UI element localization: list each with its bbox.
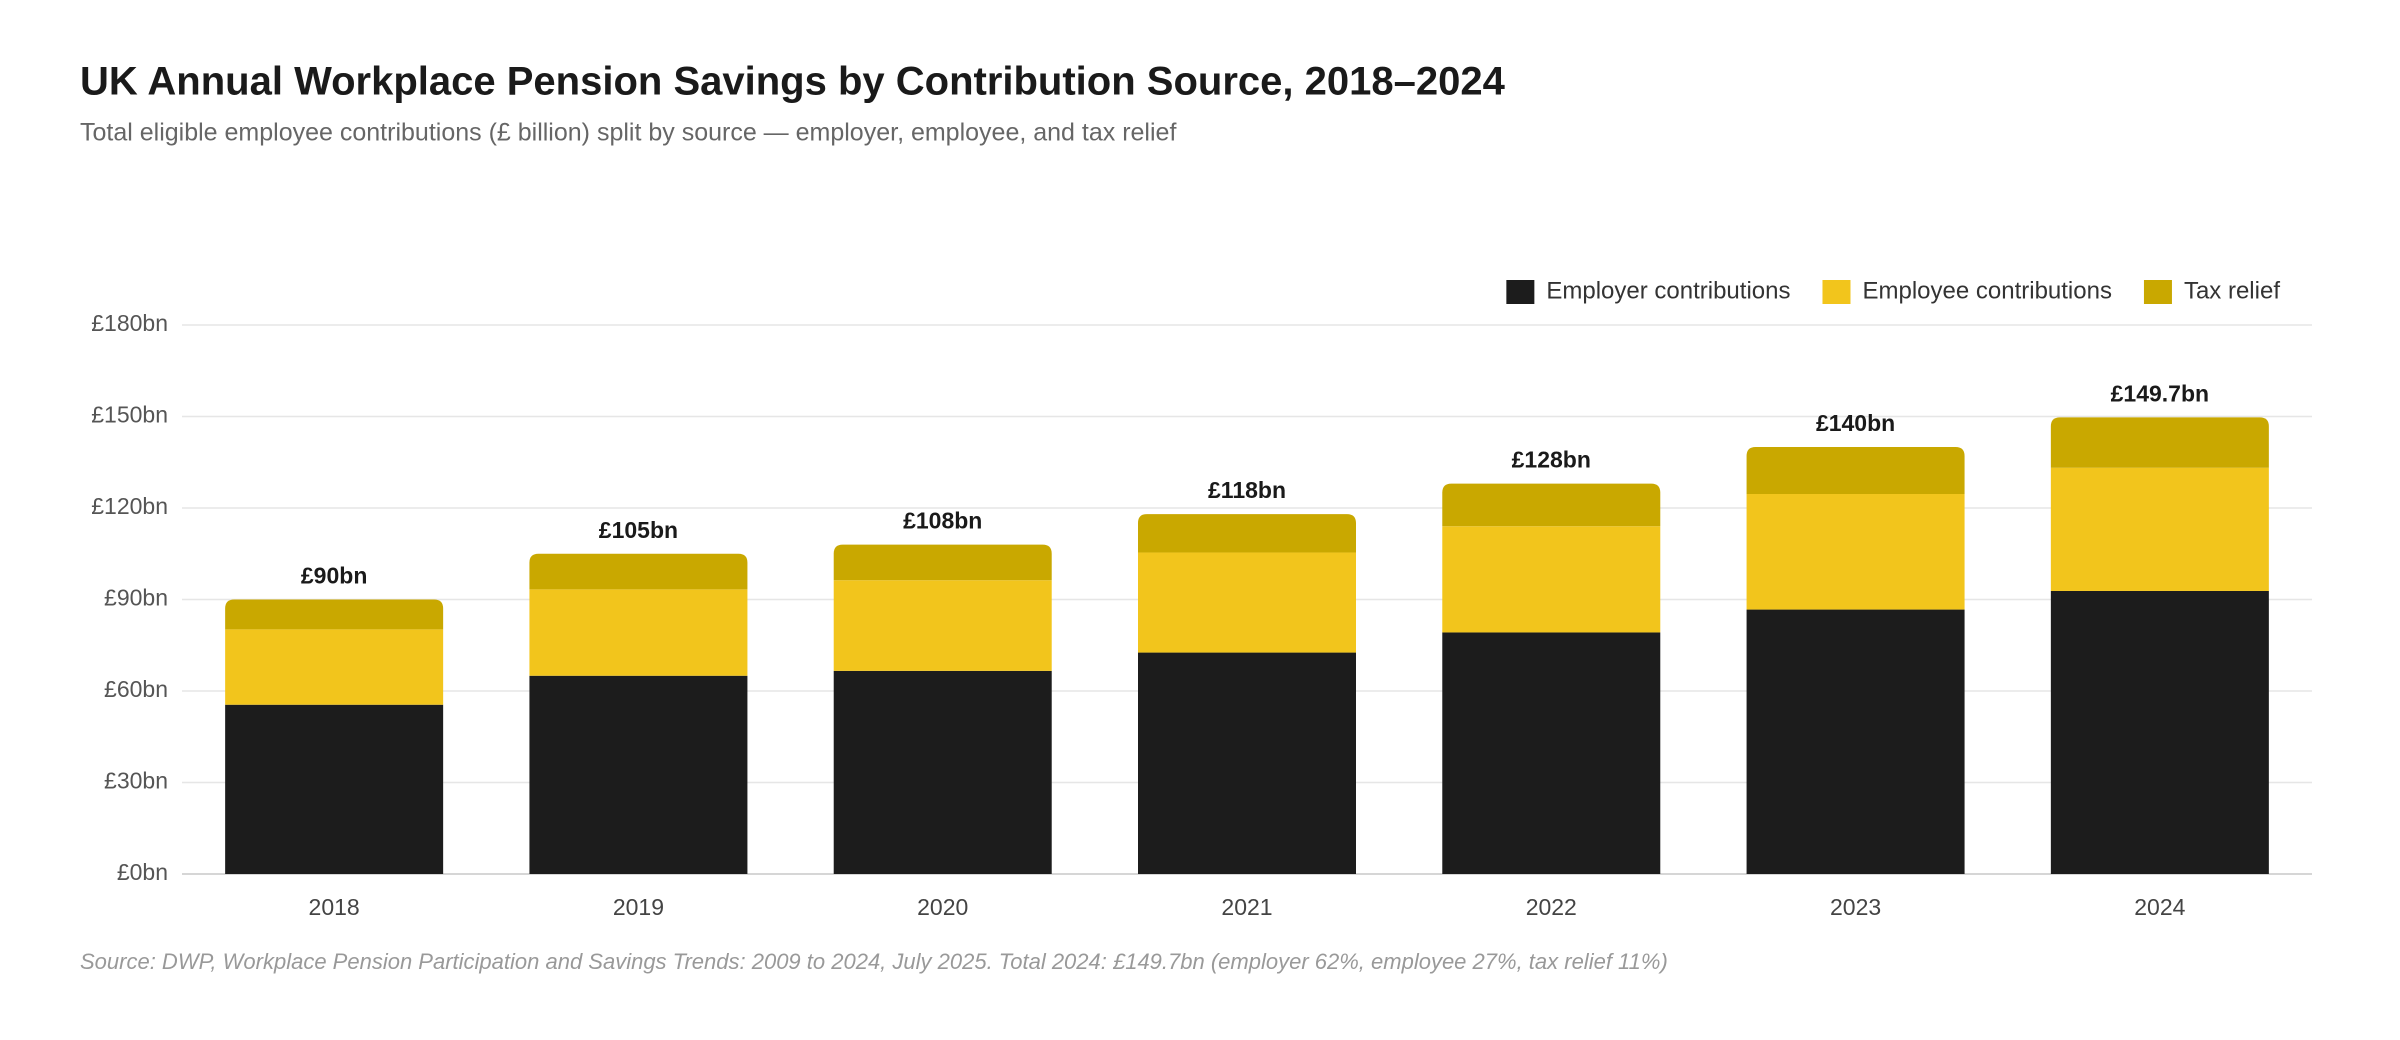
chart-subtitle: Total eligible employee contributions (£… bbox=[80, 119, 1176, 147]
y-tick-label: £120bn bbox=[91, 493, 168, 519]
source-note: Source: DWP, Workplace Pension Participa… bbox=[80, 949, 1668, 974]
bar-segment bbox=[529, 589, 748, 676]
total-label: £149.7bn bbox=[2111, 380, 2209, 406]
bar-segment bbox=[1746, 493, 1965, 610]
x-tick-label: 2020 bbox=[917, 894, 968, 920]
bar-segment bbox=[2050, 467, 2269, 591]
x-tick-label: 2019 bbox=[613, 894, 664, 920]
bar-segment bbox=[225, 599, 444, 630]
y-tick-label: £60bn bbox=[104, 676, 168, 702]
legend-label: Tax relief bbox=[2184, 277, 2280, 304]
bar-segment bbox=[1746, 609, 1965, 874]
bar-segment bbox=[1138, 552, 1356, 653]
total-label: £90bn bbox=[301, 563, 367, 589]
bar-segment bbox=[1138, 514, 1356, 553]
bar-segment bbox=[1442, 483, 1661, 527]
total-label: £140bn bbox=[1816, 410, 1895, 436]
legend-label: Employer contributions bbox=[1546, 277, 1790, 304]
bar-segment bbox=[1138, 652, 1356, 874]
bar-segment bbox=[1442, 526, 1661, 633]
x-tick-label: 2018 bbox=[309, 894, 360, 920]
bar-segment bbox=[529, 553, 748, 590]
bar-segment bbox=[2050, 590, 2269, 874]
y-tick-label: £30bn bbox=[104, 768, 168, 794]
x-tick-label: 2023 bbox=[1830, 894, 1881, 920]
y-tick-label: £0bn bbox=[117, 859, 168, 885]
legend-label: Employee contributions bbox=[1862, 277, 2111, 304]
x-tick-label: 2022 bbox=[1526, 894, 1577, 920]
total-label: £128bn bbox=[1512, 447, 1591, 473]
bar-segment bbox=[2050, 417, 2269, 468]
legend-swatch bbox=[1822, 280, 1851, 304]
bar-segment bbox=[225, 629, 444, 705]
bar-segment bbox=[833, 580, 1052, 671]
legend-swatch bbox=[2143, 280, 2172, 304]
y-tick-label: £180bn bbox=[91, 310, 168, 336]
bar-segment bbox=[833, 544, 1052, 581]
y-tick-label: £90bn bbox=[104, 585, 168, 611]
bar-segment bbox=[225, 704, 444, 874]
legend-swatch bbox=[1506, 280, 1535, 304]
bar-segment bbox=[529, 675, 748, 874]
chart-title: UK Annual Workplace Pension Savings by C… bbox=[80, 60, 1506, 104]
bar-segment bbox=[833, 670, 1052, 874]
x-tick-label: 2021 bbox=[1221, 894, 1272, 920]
total-label: £105bn bbox=[599, 517, 678, 543]
total-label: £108bn bbox=[903, 508, 982, 534]
bar-segment bbox=[1746, 447, 1965, 494]
total-label: £118bn bbox=[1208, 477, 1286, 503]
bar-segment bbox=[1442, 632, 1661, 874]
y-tick-label: £150bn bbox=[91, 402, 168, 428]
x-tick-label: 2024 bbox=[2134, 894, 2185, 920]
